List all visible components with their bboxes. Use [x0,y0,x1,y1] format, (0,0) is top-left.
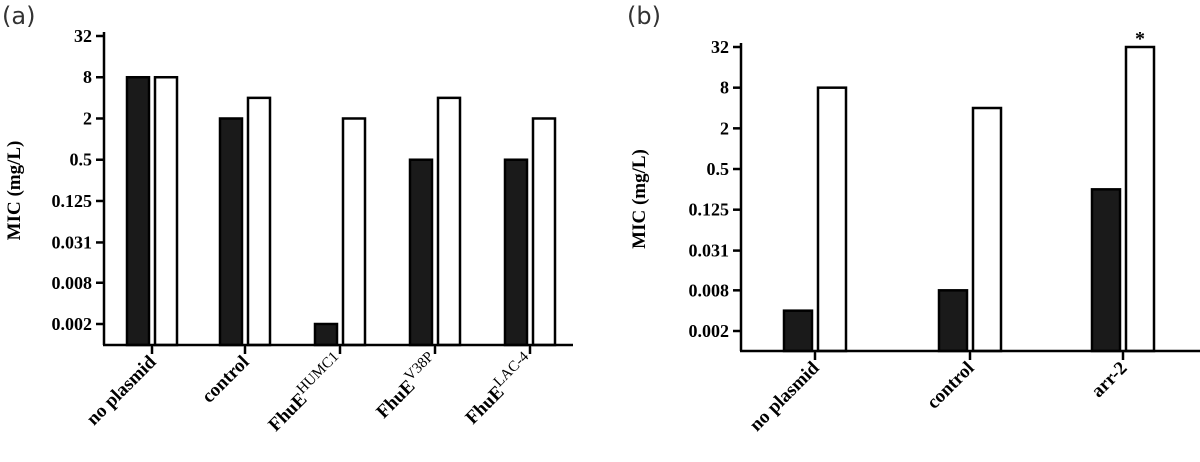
significance-marker-1: * [1135,28,1145,50]
category-label-main: control [923,358,979,414]
y-tick-label: 2 [83,108,92,128]
y-tick-label: 0.5 [707,159,730,179]
y-axis-title: MIC (mg/L) [629,149,650,249]
y-tick-label: 0.125 [689,200,730,220]
y-tick-label: 2 [720,118,729,138]
y-tick-label: 0.002 [52,314,93,334]
y-tick-label: 32 [74,26,92,46]
category-label-2: control [198,352,254,408]
category-label-superscript: HUMC1 [294,349,342,397]
panel-label: (b) [627,2,661,30]
panel-a-chart: (a) MIC (mg/L) 32 8 2 0.5 0.125 0.031 0.008 0.002… [2,2,573,436]
bar-series-1-3 [313,322,339,347]
category-label-superscript: V38P [402,349,437,384]
category-label-main: no plasmid [83,351,161,429]
y-tick-label: 32 [711,37,729,57]
bar-series-2-1 [816,86,848,353]
bar-series-1-5 [503,158,529,347]
category-label-1: no plasmid [746,357,824,435]
category-label-main: control [198,352,254,408]
category-label-3: FhuEHUMC1 [262,349,349,436]
category-label-main: arr-2 [1087,358,1131,402]
category-label-1: no plasmid [83,351,161,429]
y-tick-label: 8 [720,78,729,98]
y-tick-label: 8 [83,67,92,87]
category-label-4: FhuEV38P [370,349,444,423]
y-tick-label: 0.008 [52,273,93,293]
bar-series-2-5 [531,117,557,347]
y-tick-label: 0.125 [52,191,93,211]
panel-b-chart: (b) MIC (mg/L) * 32 8 2 0.5 0.125 0.031 0.008 0.00… [627,2,1200,436]
category-label-main: no plasmid [746,357,824,435]
bar-series-2-3 [341,117,367,347]
panel-label: (a) [2,2,35,30]
bar-series-1-3 [1090,188,1122,353]
category-label-3: arr-2 [1087,358,1131,402]
bar-series-2-1 [153,75,179,347]
bar-series-1-4 [408,158,434,347]
bar-series-1-2 [218,117,244,347]
y-tick-label: 0.5 [70,150,93,170]
y-tick-label: 0.031 [689,241,730,261]
y-tick-label: 0.002 [689,321,730,341]
bar-series-2-4 [436,96,462,347]
y-tick-label: 0.031 [52,232,93,252]
category-label-2: control [923,358,979,414]
y-tick-label: 0.008 [689,280,730,300]
bar-series-1-2 [937,289,969,353]
category-label-superscript: LAC-4 [491,349,533,391]
bar-series-2-2 [246,96,272,347]
y-axis-title: MIC (mg/L) [4,141,25,241]
category-label-5: FhuELAC-4 [459,349,539,429]
bar-series-2-2 [971,106,1003,353]
bar-series-1-1 [125,75,151,347]
bar-series-1-1 [782,309,814,353]
bar-series-2-3 [1124,45,1156,353]
